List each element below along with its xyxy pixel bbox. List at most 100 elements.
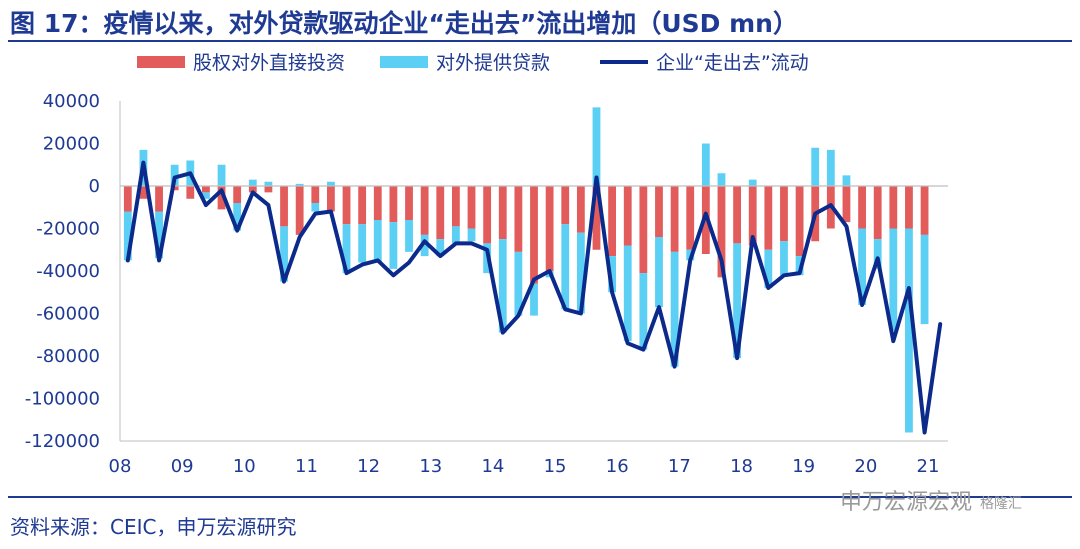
bar-loans xyxy=(748,179,757,186)
bar-fdi xyxy=(873,186,882,240)
y-axis-ticks: 40000 20000 0 -20000 -40000 -60000 -80000 -1000… xyxy=(25,91,100,452)
bar-fdi xyxy=(670,186,679,252)
bar-loans xyxy=(451,226,460,244)
bar-loans xyxy=(811,147,820,186)
bar-loans xyxy=(123,211,132,261)
bar-fdi xyxy=(248,186,257,193)
y-tick-label: -80000 xyxy=(36,346,100,367)
bar-loans xyxy=(202,192,210,199)
y-tick-label: 0 xyxy=(89,176,100,197)
bar-loans xyxy=(170,164,179,186)
watermark-sub: 格隆汇 xyxy=(980,496,1023,512)
bar-loans xyxy=(311,203,320,212)
x-tick-label: 15 xyxy=(544,456,567,477)
legend-swatch xyxy=(137,56,185,68)
bar-fdi xyxy=(295,186,304,235)
bar-loans xyxy=(733,243,741,359)
chart-title: 图 17：疫情以来，对外贷款驱动企业“走出去”流出增加（USD mn） xyxy=(10,9,798,38)
bar-loans xyxy=(373,220,382,263)
bar-loans xyxy=(530,283,538,316)
bar-fdi xyxy=(655,186,663,237)
bar-loans xyxy=(389,222,398,269)
bar-fdi xyxy=(123,186,132,212)
bar-loans xyxy=(342,224,351,274)
bar-loans xyxy=(514,251,523,316)
bar-fdi xyxy=(733,186,741,244)
bar-fdi xyxy=(186,186,195,199)
bar-fdi xyxy=(327,186,335,212)
x-tick-label: 08 xyxy=(109,456,132,477)
watermark: 申万宏源宏观 格隆汇 xyxy=(840,484,1022,516)
bar-fdi xyxy=(342,186,351,225)
bar-loans xyxy=(873,239,882,269)
bar-loans xyxy=(842,175,851,186)
bar-fdi xyxy=(358,186,367,225)
bar-fdi xyxy=(842,186,851,223)
bar-fdi xyxy=(311,186,320,203)
legend-label: 对外提供贷款 xyxy=(436,52,550,74)
bar-fdi xyxy=(436,186,445,240)
title-rule xyxy=(8,40,1072,42)
bar-fdi xyxy=(420,186,429,235)
y-tick-label: -20000 xyxy=(36,219,100,240)
bar-loans xyxy=(436,239,445,257)
bar-fdi xyxy=(545,186,554,271)
bar-fdi xyxy=(373,186,382,220)
bar-loans xyxy=(295,183,304,186)
bar-fdi xyxy=(233,186,242,203)
bar-fdi xyxy=(389,186,398,223)
x-tick-label: 13 xyxy=(419,456,442,477)
bar-loans xyxy=(717,173,726,186)
bar-loans xyxy=(905,228,913,433)
bar-fdi xyxy=(561,186,570,225)
bar-loans xyxy=(670,251,679,367)
bar-fdi xyxy=(795,186,804,257)
y-tick-label: 20000 xyxy=(43,134,100,155)
y-tick-label: 40000 xyxy=(43,91,100,112)
x-tick-label: 12 xyxy=(357,456,380,477)
y-tick-label: -40000 xyxy=(36,261,100,282)
legend-swatch xyxy=(380,56,428,68)
series-loans-bars xyxy=(123,107,929,433)
bar-fdi xyxy=(639,186,648,274)
bar-loans xyxy=(233,203,242,231)
bar-fdi xyxy=(280,186,288,227)
bar-loans xyxy=(576,232,585,314)
bar-loans xyxy=(889,228,898,331)
bar-loans xyxy=(623,245,632,342)
y-tick-label: -120000 xyxy=(25,431,100,452)
bar-loans xyxy=(467,228,476,242)
bar-loans xyxy=(920,234,929,325)
bar-loans xyxy=(701,143,710,186)
bar-loans xyxy=(639,273,648,350)
bar-fdi xyxy=(483,186,492,244)
bar-loans xyxy=(655,237,663,308)
series-flow-line xyxy=(125,160,943,435)
bar-fdi xyxy=(139,186,148,199)
x-tick-label: 14 xyxy=(481,456,504,477)
bar-fdi xyxy=(889,186,898,229)
footer-rule xyxy=(8,496,1072,498)
bar-fdi xyxy=(686,186,695,250)
x-axis-ticks: 08 09 10 11 12 13 14 15 16 17 18 19 20 21 xyxy=(109,456,940,477)
bar-loans xyxy=(780,241,788,276)
bar-loans xyxy=(405,220,413,252)
bar-fdi xyxy=(764,186,773,250)
legend-label: 股权对外直接投资 xyxy=(193,52,345,74)
x-tick-label: 17 xyxy=(668,456,691,477)
bar-fdi xyxy=(576,186,585,233)
bar-loans xyxy=(498,239,507,333)
bar-loans xyxy=(358,224,367,263)
x-tick-label: 16 xyxy=(606,456,629,477)
bar-loans xyxy=(327,181,335,186)
bar-fdi xyxy=(514,186,523,252)
bar-loans xyxy=(248,179,257,186)
watermark-text: 申万宏源宏观 xyxy=(840,490,973,515)
bar-fdi xyxy=(451,186,460,227)
y-tick-label: -100000 xyxy=(25,389,100,410)
bar-fdi xyxy=(467,186,476,229)
x-tick-label: 10 xyxy=(233,456,256,477)
legend: 股权对外直接投资 对外提供贷款 企业“走出去”流动 xyxy=(137,52,809,74)
bar-fdi xyxy=(717,186,726,278)
